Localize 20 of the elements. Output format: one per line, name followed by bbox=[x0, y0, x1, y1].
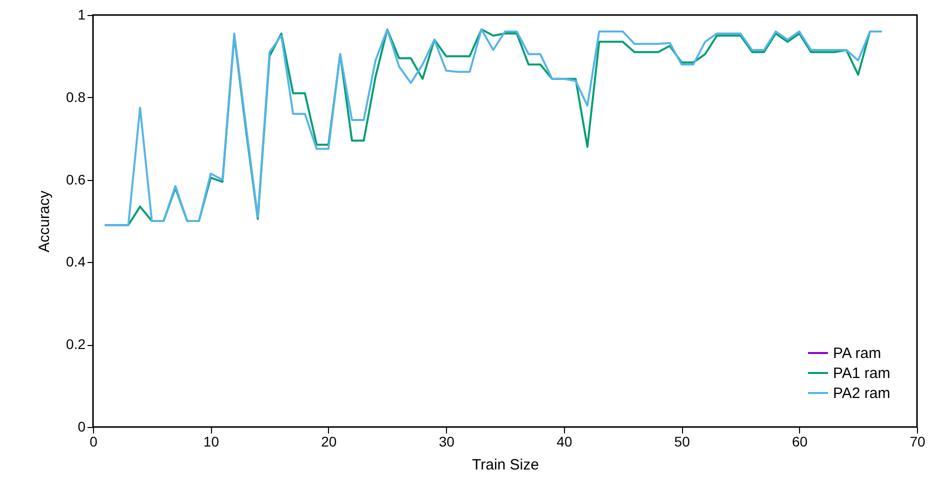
y-tick-label: 0 bbox=[78, 418, 86, 434]
x-tick-label: 50 bbox=[674, 434, 690, 450]
x-tick-label: 10 bbox=[203, 434, 220, 450]
y-axis-title: Accuracy bbox=[36, 190, 54, 252]
x-tick-label: 20 bbox=[321, 434, 337, 450]
x-tick-label: 70 bbox=[910, 434, 926, 450]
legend-label: PA ram bbox=[833, 345, 882, 362]
x-tick-label: 60 bbox=[792, 434, 808, 450]
x-axis-title: Train Size bbox=[472, 456, 539, 474]
y-tick-label: 0.6 bbox=[66, 171, 86, 188]
y-tick-label: 0.2 bbox=[66, 336, 86, 352]
x-tick-label: 40 bbox=[556, 434, 572, 450]
line-series bbox=[104, 28, 883, 226]
legend-label: PA1 ram bbox=[833, 365, 890, 382]
legend-label: PA2 ram bbox=[833, 385, 890, 402]
y-tick-label: 0.8 bbox=[66, 88, 86, 105]
x-tick-label: 30 bbox=[438, 434, 455, 450]
y-tick-label: 0.4 bbox=[66, 254, 86, 270]
x-tick-label: 0 bbox=[90, 434, 98, 450]
y-tick-label: 1 bbox=[78, 6, 86, 22]
